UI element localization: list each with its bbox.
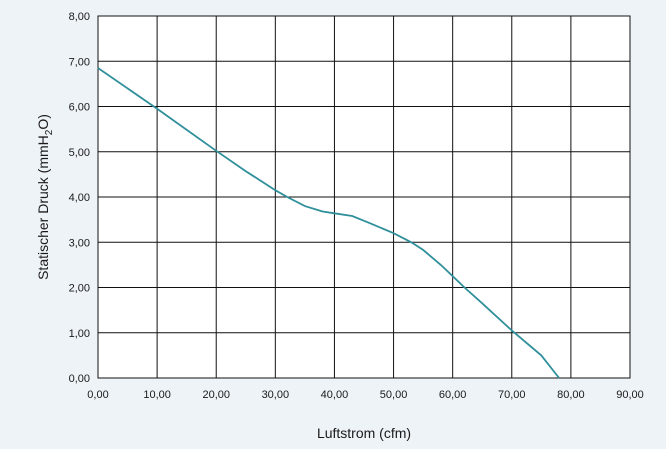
y-tick-label: 0,00 <box>69 373 90 385</box>
y-tick-label: 2,00 <box>69 283 90 295</box>
x-tick-label: 10,00 <box>143 389 171 401</box>
y-tick-label: 3,00 <box>69 237 90 249</box>
y-tick-label: 1,00 <box>69 328 90 340</box>
y-tick-label: 6,00 <box>69 102 90 114</box>
x-tick-label: 70,00 <box>498 389 526 401</box>
x-tick-label: 90,00 <box>616 389 644 401</box>
series-line <box>97 67 560 379</box>
x-tick-label: 0,00 <box>87 389 108 401</box>
x-tick-label: 50,00 <box>380 389 408 401</box>
y-tick-label: 4,00 <box>69 192 90 204</box>
y-tick-label: 7,00 <box>69 56 90 68</box>
y-tick-label: 8,00 <box>69 11 90 23</box>
x-tick-label: 60,00 <box>439 389 467 401</box>
y-tick-label: 5,00 <box>69 147 90 159</box>
y-axis-ticks: 0,00 1,00 2,00 3,00 4,00 5,00 6,00 7,00 8,00 <box>69 11 90 385</box>
x-tick-label: 80,00 <box>557 389 585 401</box>
x-tick-label: 40,00 <box>321 389 349 401</box>
y-axis-title: Statischer Druck (mmH2O) <box>35 114 55 280</box>
x-axis-ticks: 0,00 10,00 20,00 30,00 40,00 50,00 60,00 70,00 8… <box>87 389 643 401</box>
x-axis-title: Luftstrom (cfm) <box>317 425 411 441</box>
x-tick-label: 20,00 <box>202 389 230 401</box>
grid <box>97 15 631 379</box>
x-tick-label: 30,00 <box>262 389 290 401</box>
